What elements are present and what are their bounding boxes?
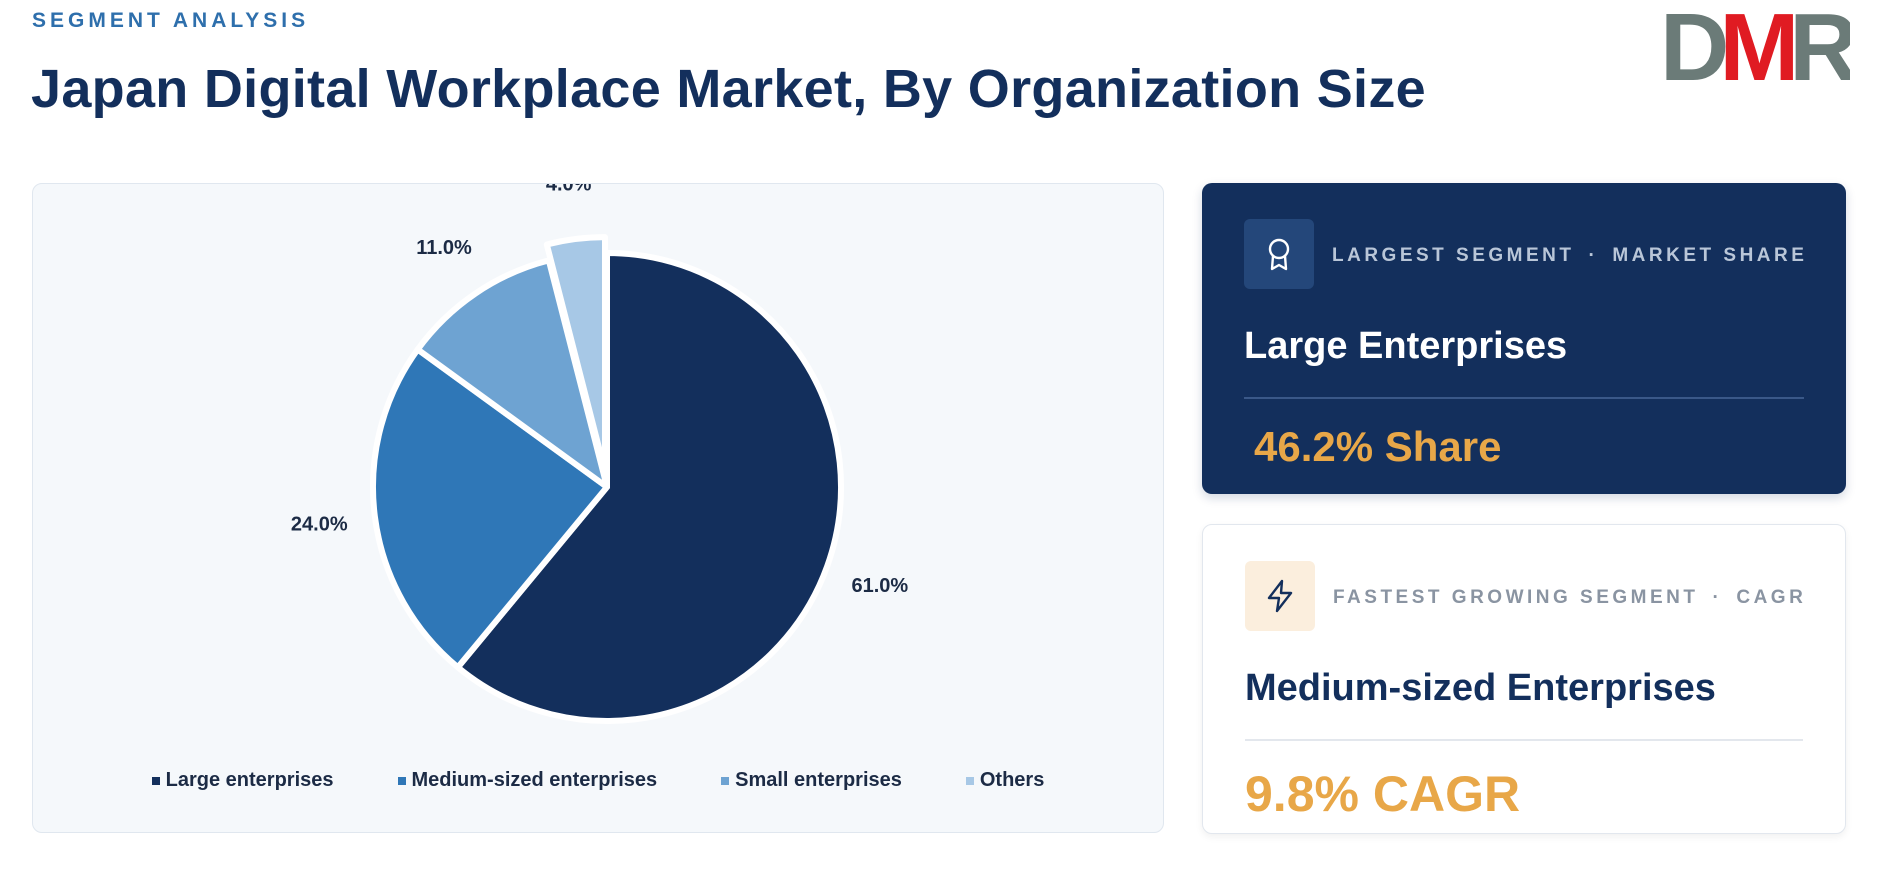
largest-segment-kicker: LARGEST SEGMENT · MARKET SHARE <box>1332 245 1807 267</box>
page-title: Japan Digital Workplace Market, By Organ… <box>31 59 1426 119</box>
largest-segment-card: LARGEST SEGMENT · MARKET SHARE Large Enter… <box>1202 183 1846 494</box>
kicker-separator: · <box>1712 587 1723 608</box>
lightning-icon-box <box>1245 561 1315 631</box>
legend-swatch <box>965 776 974 785</box>
legend-item: Large enterprises <box>151 769 334 792</box>
pie-slice-others <box>543 234 608 475</box>
card-divider <box>1245 739 1803 741</box>
pie-slice-small-enterprises <box>414 257 610 490</box>
logo-letter-r: R <box>1789 0 1850 90</box>
legend-label: Small enterprises <box>735 769 902 791</box>
legend-label: Medium-sized enterprises <box>411 769 658 791</box>
award-icon <box>1268 238 1290 271</box>
kicker-label: LARGEST SEGMENT <box>1332 245 1575 266</box>
pie-data-label: 61.0% <box>851 575 908 597</box>
legend-swatch <box>397 776 406 785</box>
fastest-growing-kicker: FASTEST GROWING SEGMENT · CAGR <box>1333 587 1806 609</box>
pie-data-label: 4.0% <box>546 184 592 195</box>
pie-data-label: 24.0% <box>291 513 348 535</box>
logo-letter-m: M <box>1719 0 1793 90</box>
kicker-metric: MARKET SHARE <box>1612 245 1808 266</box>
eyebrow-label: SEGMENT ANALYSIS <box>32 9 310 32</box>
segment-value: 46.2% Share <box>1254 423 1502 470</box>
pie-chart: 61.0% 24.0% 11.0% 4.0% <box>291 184 908 724</box>
legend-item: Others <box>965 769 1045 792</box>
legend-swatch <box>721 776 730 785</box>
legend-item: Medium-sized enterprises <box>397 769 658 792</box>
segment-value: 9.8% CAGR <box>1245 766 1521 822</box>
pie-chart-card: 61.0% 24.0% 11.0% 4.0% Large enterprises Med… <box>32 183 1164 833</box>
dmr-logo: DMR <box>1660 0 1850 90</box>
chart-legend: Large enterprises Medium-sized enterprise… <box>33 769 1163 792</box>
logo-letter-d: D <box>1660 0 1726 90</box>
legend-item: Small enterprises <box>721 769 902 792</box>
kicker-metric: CAGR <box>1736 587 1807 608</box>
legend-label: Large enterprises <box>165 769 334 791</box>
legend-label: Others <box>979 769 1045 791</box>
pie-slice-medium-sized-enterprises <box>370 346 610 671</box>
legend-swatch <box>151 776 160 785</box>
kicker-separator: · <box>1588 245 1599 266</box>
pie-slice-large-enterprises <box>454 250 844 724</box>
award-icon-box <box>1244 219 1314 289</box>
svg-text:DMR: DMR <box>1660 0 1850 90</box>
lightning-icon <box>1267 579 1293 613</box>
segment-name: Large Enterprises <box>1244 325 1568 367</box>
fastest-growing-card: FASTEST GROWING SEGMENT · CAGR Medium-size… <box>1202 524 1846 834</box>
segment-name: Medium-sized Enterprises <box>1245 667 1716 709</box>
pie-data-label: 11.0% <box>416 237 472 259</box>
kicker-label: FASTEST GROWING SEGMENT <box>1333 587 1699 608</box>
card-divider <box>1244 397 1804 399</box>
